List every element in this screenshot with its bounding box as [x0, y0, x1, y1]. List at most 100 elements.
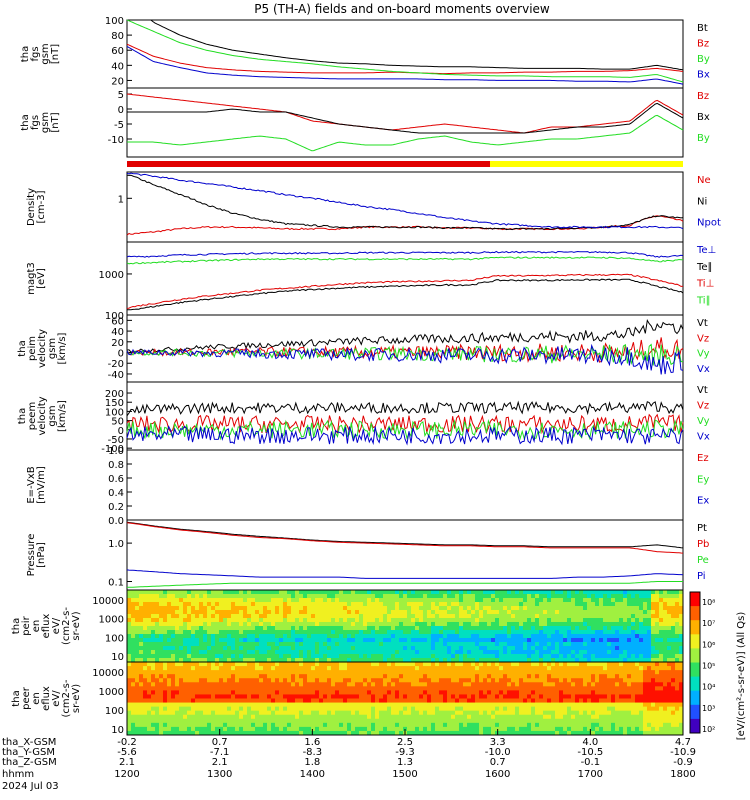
- heatmap-cell: [475, 610, 480, 615]
- heatmap-cell: [239, 610, 244, 615]
- heatmap-cell: [443, 730, 448, 736]
- heatmap-cell: [543, 686, 548, 691]
- heatmap-cell: [279, 706, 284, 712]
- heatmap-cell: [315, 602, 320, 607]
- heatmap-cell: [227, 686, 232, 691]
- heatmap-cell: [455, 638, 460, 643]
- heatmap-cell: [523, 594, 528, 599]
- heatmap-cell: [523, 662, 528, 667]
- heatmap-cell: [219, 610, 224, 615]
- heatmap-cell: [563, 594, 568, 599]
- series-pressure-Pt: [126, 521, 684, 549]
- heatmap-cell: [371, 650, 376, 655]
- heatmap-cell: [603, 658, 608, 663]
- heatmap-cell: [427, 686, 432, 691]
- heatmap-cell: [527, 710, 532, 716]
- heatmap-cell: [351, 606, 356, 611]
- heatmap-cell: [127, 710, 132, 716]
- heatmap-cell: [307, 618, 312, 623]
- heatmap-cell: [431, 666, 436, 671]
- heatmap-cell: [215, 598, 220, 603]
- heatmap-cell: [199, 722, 204, 728]
- heatmap-cell: [515, 714, 520, 720]
- heatmap-cell: [163, 622, 168, 627]
- heatmap-cell: [415, 666, 420, 671]
- heatmap-cell: [395, 598, 400, 603]
- heatmap-cell: [215, 654, 220, 659]
- heatmap-cell: [319, 702, 324, 708]
- heatmap-cell: [231, 634, 236, 639]
- heatmap-cell: [595, 682, 600, 687]
- heatmap-cell: [319, 610, 324, 615]
- panel-peer: thapeerenefluxeV/(cm2-s-sr-eV)1000010001…: [11, 661, 684, 736]
- heatmap-cell: [171, 658, 176, 663]
- heatmap-cell: [667, 590, 672, 595]
- heatmap-cell: [191, 690, 196, 695]
- heatmap-cell: [295, 678, 300, 683]
- heatmap-cell: [511, 622, 516, 627]
- ylabel-line: peer: [21, 686, 32, 710]
- heatmap-cell: [483, 590, 488, 595]
- heatmap-cell: [355, 710, 360, 716]
- heatmap-cell: [247, 642, 252, 647]
- heatmap-cell: [267, 638, 272, 643]
- heatmap-cell: [647, 634, 652, 639]
- heatmap-cell: [387, 650, 392, 655]
- heatmap-cell: [175, 690, 180, 695]
- heatmap-cell: [539, 662, 544, 667]
- heatmap-cell: [639, 638, 644, 643]
- heatmap-cell: [215, 630, 220, 635]
- heatmap-cell: [607, 606, 612, 611]
- heatmap-cell: [507, 618, 512, 623]
- heatmap-cell: [415, 594, 420, 599]
- heatmap-cell: [275, 638, 280, 643]
- heatmap-cell: [555, 654, 560, 659]
- heatmap-cell: [247, 590, 252, 595]
- heatmap-cell: [407, 650, 412, 655]
- heatmap-cell: [543, 642, 548, 647]
- heatmap-cell: [395, 634, 400, 639]
- heatmap-cell: [259, 722, 264, 728]
- heatmap-cell: [547, 722, 552, 728]
- ylabel: thapeerenefluxeV/(cm2-s-sr-eV): [11, 679, 82, 717]
- heatmap-cell: [127, 670, 132, 675]
- heatmap-cell: [423, 722, 428, 728]
- heatmap-cell: [135, 678, 140, 683]
- heatmap-cell: [655, 646, 660, 651]
- heatmap-cell: [235, 642, 240, 647]
- heatmap-cell: [499, 602, 504, 607]
- heatmap-cell: [575, 682, 580, 687]
- heatmap-cell: [503, 646, 508, 651]
- heatmap-cell: [579, 590, 584, 595]
- heatmap-cell: [439, 638, 444, 643]
- heatmap-cell: [599, 730, 604, 736]
- heatmap-cell: [671, 622, 676, 627]
- heatmap-cell: [599, 606, 604, 611]
- heatmap-cell: [187, 606, 192, 611]
- heatmap-cell: [403, 686, 408, 691]
- heatmap-cell: [435, 678, 440, 683]
- heatmap-cell: [139, 710, 144, 716]
- heatmap-cell: [359, 622, 364, 627]
- heatmap-cell: [395, 678, 400, 683]
- heatmap-cell: [327, 650, 332, 655]
- heatmap-cell: [199, 690, 204, 695]
- heatmap-cell: [347, 646, 352, 651]
- heatmap-cell: [147, 706, 152, 712]
- heatmap-cell: [491, 642, 496, 647]
- heatmap-cell: [543, 670, 548, 675]
- heatmap-cell: [331, 702, 336, 708]
- heatmap-cell: [507, 714, 512, 720]
- heatmap-cell: [171, 686, 176, 691]
- heatmap-cell: [207, 622, 212, 627]
- ylabel-line: gsm: [47, 338, 58, 359]
- heatmap-cell: [623, 646, 628, 651]
- heatmap-cell: [251, 694, 256, 699]
- heatmap-cell: [239, 670, 244, 675]
- series-vpeem-Vx: [126, 424, 684, 446]
- heatmap-cell: [575, 642, 580, 647]
- heatmap-cell: [351, 694, 356, 699]
- heatmap-cell: [327, 594, 332, 599]
- heatmap-cell: [475, 726, 480, 732]
- heatmap-cell: [583, 666, 588, 671]
